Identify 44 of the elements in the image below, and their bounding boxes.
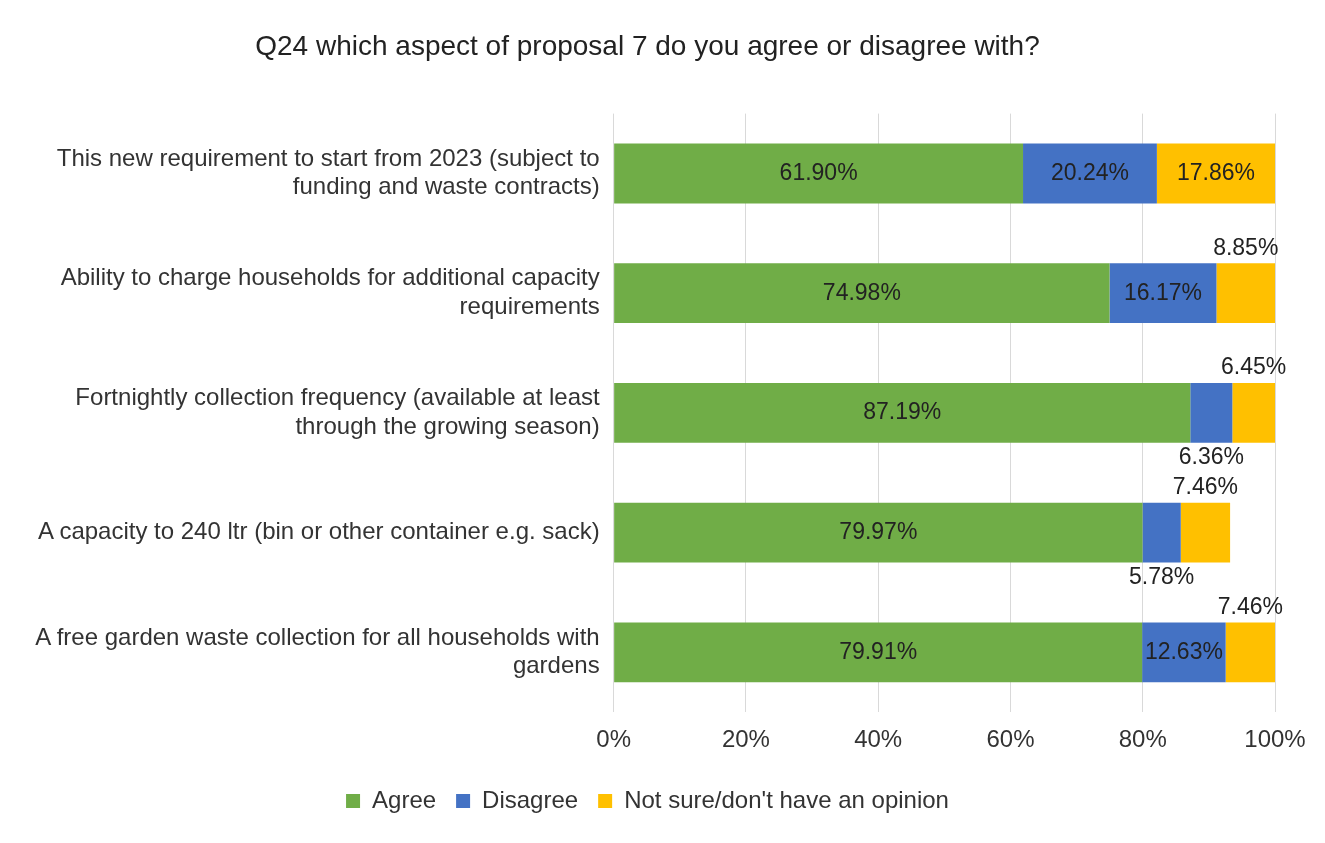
bar (1142, 502, 1181, 563)
data-label: 12.63% (1144, 637, 1223, 664)
y-tick-label: A capacity to 240 ltr (bin or other container e.g. sack) (38, 517, 600, 545)
data-label: 16.17% (1123, 278, 1203, 305)
x-tick-label: 40% (854, 725, 903, 753)
bar (1180, 502, 1231, 563)
x-tick-label: 80% (1118, 725, 1167, 753)
data-label: 79.91% (839, 637, 918, 664)
y-tick-label: Ability to charge households for additional capacity requirements (60, 263, 600, 320)
bar (1190, 382, 1233, 443)
bar (614, 502, 1143, 563)
data-label: 20.24% (1050, 158, 1129, 185)
data-label: 17.86% (1176, 158, 1255, 185)
data-label: 6.36% (1178, 443, 1244, 470)
data-label: 7.46% (1172, 473, 1239, 500)
legend-label: Agree (372, 785, 437, 813)
data-label: 87.19% (863, 398, 942, 425)
data-label: 6.45% (1221, 353, 1287, 380)
y-tick-label: Fortnightly collection frequency (available at least through the growing season) (75, 383, 600, 439)
x-tick-label: 0% (596, 725, 631, 753)
legend-label: Not sure/don't have an opinion (624, 785, 949, 813)
data-label: 8.85% (1213, 233, 1279, 260)
data-label: 7.46% (1217, 592, 1283, 619)
x-tick-label: 60% (986, 725, 1035, 753)
bar (614, 382, 1191, 443)
bar (614, 622, 1143, 683)
data-label: 79.97% (839, 517, 918, 544)
data-label: 61.90% (779, 158, 858, 185)
bar (1109, 263, 1217, 324)
x-tick-label: 100% (1244, 725, 1306, 753)
bar (1216, 263, 1275, 324)
bar (1232, 382, 1275, 443)
bar (614, 263, 1110, 324)
bar (1023, 143, 1157, 204)
data-label: 74.98% (822, 278, 901, 305)
data-label: 5.78% (1129, 562, 1195, 589)
chart-title: Q24 which aspect of proposal 7 do you agree or disagree with? (255, 29, 1040, 61)
bar (1156, 143, 1275, 204)
x-tick-label: 20% (721, 725, 770, 753)
y-tick-label: A free garden waste collection for all households with gardens (35, 622, 600, 679)
y-tick-label: This new requirement to start from 2023 (subject to funding and waste contracts) (56, 143, 600, 200)
bar (614, 143, 1024, 204)
legend-label: Disagree (482, 785, 579, 813)
bar (1225, 622, 1275, 683)
